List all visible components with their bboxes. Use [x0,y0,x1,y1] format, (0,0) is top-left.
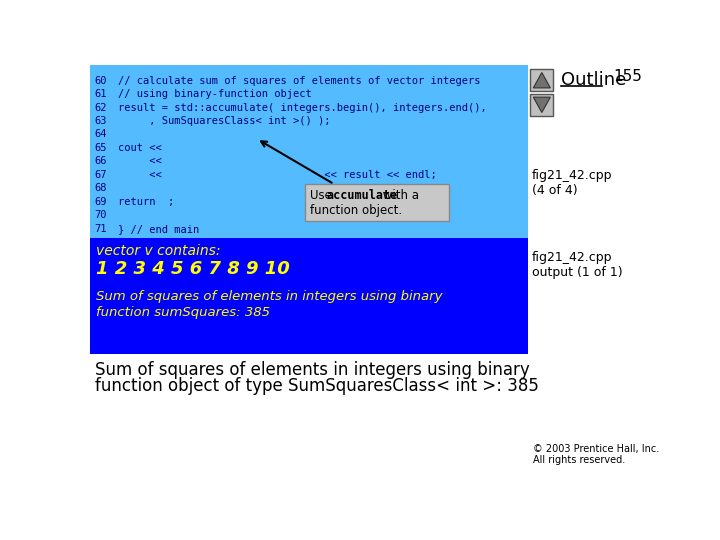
Text: © 2003 Prentice Hall, Inc.
All rights reserved.: © 2003 Prentice Hall, Inc. All rights re… [534,444,660,465]
Text: result = std::accumulate( integers.begin(), integers.end(),: result = std::accumulate( integers.begin… [118,103,487,112]
Text: } // end main: } // end main [118,224,199,234]
Text: fig21_42.cpp
output (1 of 1): fig21_42.cpp output (1 of 1) [532,251,622,279]
Bar [530,70,554,91]
Text: 64: 64 [94,130,107,139]
Text: 71: 71 [94,224,107,234]
Polygon shape [534,97,550,112]
Text: // calculate sum of squares of elements of vector integers: // calculate sum of squares of elements … [118,76,480,85]
Text: accumulate: accumulate [326,189,397,202]
Bar [528,65,648,481]
Text: function sumSquares: 385: function sumSquares: 385 [96,306,270,319]
Bar [90,65,528,238]
Text: , SumSquaresClass< int >() );: , SumSquaresClass< int >() ); [118,116,330,126]
Text: 155: 155 [613,70,642,84]
Text: vector v contains:: vector v contains: [96,244,221,258]
Text: 63: 63 [94,116,107,126]
Text: 1 2 3 4 5 6 7 8 9 10: 1 2 3 4 5 6 7 8 9 10 [96,260,290,278]
Text: 69: 69 [94,197,107,207]
Text: <<: << [118,157,162,166]
Text: Use: Use [310,189,336,202]
Text: return  ;: return ; [118,197,174,207]
Text: with a: with a [379,189,419,202]
Text: 62: 62 [94,103,107,112]
Text: 70: 70 [94,211,107,220]
Text: cout <<: cout << [118,143,162,153]
Text: fig21_42.cpp
(4 of 4): fig21_42.cpp (4 of 4) [532,168,612,197]
Text: 65: 65 [94,143,107,153]
Text: 60: 60 [94,76,107,85]
Text: Sum of squares of elements in integers using binary: Sum of squares of elements in integers u… [96,291,443,303]
Text: // using binary-function object: // using binary-function object [118,89,312,99]
Text: 61: 61 [94,89,107,99]
Bar [90,238,528,354]
Text: function object.: function object. [310,204,402,217]
Bar [530,94,554,116]
Bar [305,184,449,221]
Text: 67: 67 [94,170,107,180]
Text: Outline: Outline [561,71,626,89]
Text: function object of type SumSquaresClass< int >: 385: function object of type SumSquaresClass<… [94,377,539,395]
Text: <<                          << result << endl;: << << result << endl; [118,170,436,180]
Text: Sum of squares of elements in integers using binary: Sum of squares of elements in integers u… [94,361,529,379]
Text: 68: 68 [94,184,107,193]
Text: 66: 66 [94,157,107,166]
Polygon shape [534,72,550,88]
